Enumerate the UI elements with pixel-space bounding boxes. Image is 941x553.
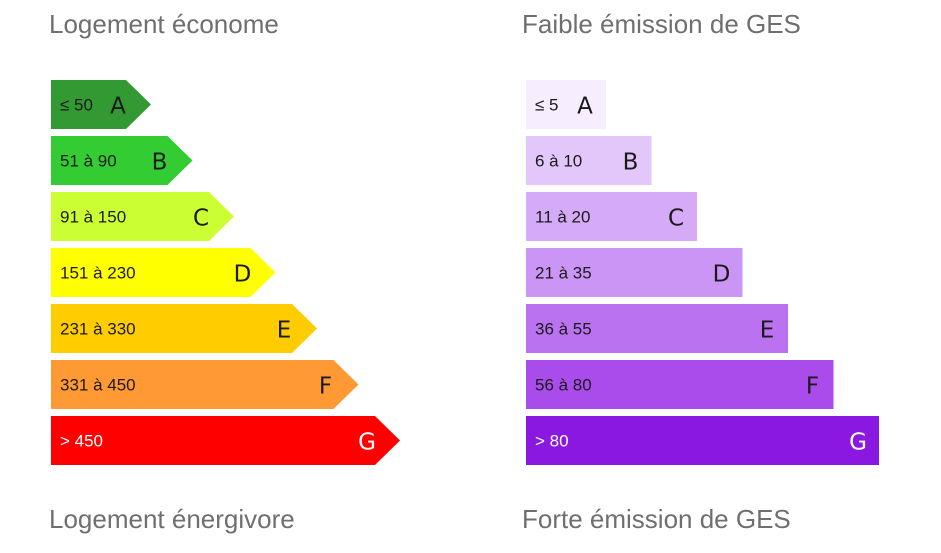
energy-bar-b	[51, 136, 193, 185]
energy-scale-top-label: Logement économe	[49, 9, 279, 39]
ges-range-label-f: 56 à 80	[535, 376, 592, 395]
energy-class-letter-d: D	[234, 262, 252, 288]
energy-class-letter-e: E	[277, 318, 292, 344]
ges-scale-bottom-label: Forte émission de GES	[522, 504, 791, 534]
ges-scale-top-label: Faible émission de GES	[522, 9, 801, 39]
energy-bar-a	[51, 80, 151, 129]
ges-bar-a	[526, 80, 606, 129]
ges-range-label-d: 21 à 35	[535, 264, 592, 283]
ges-class-b: 6 à 10 B	[526, 136, 652, 185]
ges-class-letter-a: A	[577, 94, 593, 120]
energy-class-c: 91 à 150 C	[51, 192, 234, 241]
energy-bar-e	[51, 304, 317, 353]
energy-class-bars: ≤ 50 A 51 à 90 B 91 à 150 C 151 à 230 D 231 à 33…	[51, 80, 400, 465]
energy-range-label-f: 331 à 450	[60, 376, 136, 395]
ges-class-letter-e: E	[760, 318, 775, 344]
energy-class-d: 151 à 230 D	[51, 248, 276, 297]
energy-range-label-e: 231 à 330	[60, 320, 136, 339]
ges-bar-d	[526, 248, 743, 297]
energy-class-f: 331 à 450 F	[51, 360, 359, 409]
ges-class-g: > 80 G	[526, 416, 879, 465]
ges-class-letter-d: D	[713, 262, 731, 288]
energy-range-label-b: 51 à 90	[60, 152, 117, 171]
ges-bar-f	[526, 360, 834, 409]
ges-class-letter-b: B	[623, 150, 639, 176]
energy-class-letter-f: F	[319, 374, 332, 400]
ges-range-label-a: ≤ 5	[535, 96, 559, 115]
ges-class-letter-f: F	[806, 374, 819, 400]
energy-bar-c	[51, 192, 234, 241]
ges-class-f: 56 à 80 F	[526, 360, 834, 409]
ges-bar-e	[526, 304, 788, 353]
ges-class-e: 36 à 55 E	[526, 304, 788, 353]
energy-class-letter-c: C	[193, 206, 209, 232]
energy-range-label-c: 91 à 150	[60, 208, 126, 227]
energy-class-g: > 450 G	[51, 416, 400, 465]
ges-class-bars: ≤ 5 A 6 à 10 B 11 à 20 C 21 à 35 D 36 à 55 E 56 à …	[526, 80, 879, 465]
ges-range-label-g: > 80	[535, 432, 569, 451]
energy-range-label-d: 151 à 230	[60, 264, 136, 283]
energy-range-label-a: ≤ 50	[60, 96, 93, 115]
ges-class-c: 11 à 20 C	[526, 192, 697, 241]
ges-range-label-b: 6 à 10	[535, 152, 582, 171]
energy-scale-bottom-label: Logement énergivore	[49, 504, 295, 534]
ges-range-label-c: 11 à 20	[535, 208, 590, 227]
energy-range-label-g: > 450	[60, 432, 103, 451]
energy-class-b: 51 à 90 B	[51, 136, 193, 185]
energy-class-letter-b: B	[152, 150, 168, 176]
ges-class-letter-g: G	[849, 430, 867, 456]
ges-range-label-e: 36 à 55	[535, 320, 592, 339]
ges-class-d: 21 à 35 D	[526, 248, 743, 297]
ges-class-a: ≤ 5 A	[526, 80, 606, 129]
energy-class-letter-a: A	[110, 94, 126, 120]
ges-bar-b	[526, 136, 652, 185]
ges-bar-g	[526, 416, 879, 465]
ges-bar-c	[526, 192, 697, 241]
energy-bar-f	[51, 360, 359, 409]
energy-class-letter-g: G	[358, 430, 376, 456]
energy-bar-d	[51, 248, 276, 297]
energy-class-e: 231 à 330 E	[51, 304, 317, 353]
energy-bar-g	[51, 416, 400, 465]
ges-class-letter-c: C	[668, 206, 684, 232]
energy-class-a: ≤ 50 A	[51, 80, 151, 129]
